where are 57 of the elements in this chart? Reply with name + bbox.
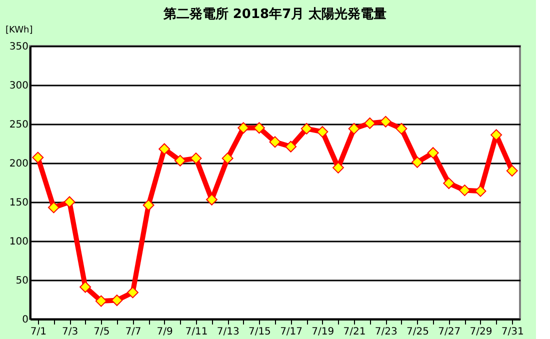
- x-tick-label: 7/1: [30, 326, 46, 338]
- point: [174, 154, 186, 166]
- point: [490, 129, 502, 141]
- point: [190, 152, 202, 164]
- point: [206, 194, 218, 206]
- point: [158, 143, 170, 155]
- point: [48, 202, 60, 214]
- point: [80, 281, 92, 293]
- y-tick-label: 300: [9, 80, 28, 92]
- point: [269, 136, 281, 148]
- y-tick-label: 50: [16, 276, 28, 286]
- point: [300, 122, 312, 134]
- point: [348, 122, 360, 134]
- point: [142, 199, 154, 211]
- chart-title: 第二発電所 2018年7月 太陽光発電量: [162, 6, 387, 22]
- x-tick-label: 7/3: [62, 326, 78, 338]
- point: [316, 126, 328, 138]
- point: [127, 286, 138, 298]
- x-tick-label: 7/13: [216, 326, 240, 338]
- x-tick-label: 7/9: [156, 326, 173, 338]
- x-tick-label: 7/29: [470, 326, 492, 338]
- y-tick-label: 150: [9, 198, 28, 208]
- point: [111, 294, 123, 306]
- x-tick-label: 7/7: [125, 326, 142, 338]
- point: [427, 147, 439, 159]
- point: [238, 122, 250, 134]
- point: [222, 152, 234, 164]
- point: [253, 122, 265, 134]
- x-tick-label: 7/17: [280, 326, 303, 338]
- y-tick-label: 0: [22, 314, 28, 326]
- point: [458, 184, 470, 196]
- x-tick-label: 7/19: [312, 326, 334, 338]
- point: [443, 178, 455, 190]
- x-tick-label: 7/15: [248, 326, 271, 338]
- x-tick-label: 7/27: [438, 326, 461, 338]
- point: [474, 185, 486, 197]
- y-tick-label: 100: [9, 236, 28, 248]
- point: [364, 117, 376, 129]
- point: [412, 156, 423, 168]
- point: [64, 196, 76, 208]
- x-tick-label: 7/25: [406, 326, 429, 338]
- point: [332, 162, 344, 174]
- x-tick-label: 7/5: [94, 326, 110, 338]
- point: [32, 152, 44, 164]
- point: [285, 140, 297, 152]
- point: [380, 116, 392, 128]
- point: [506, 165, 518, 177]
- x-tick-label: 7/23: [374, 326, 398, 338]
- y-axis-title: [KWh]: [6, 26, 33, 36]
- point: [95, 295, 107, 307]
- x-tick-label: 7/31: [501, 326, 524, 338]
- y-tick-label: 250: [9, 120, 28, 130]
- x-tick-label: 7/21: [343, 326, 366, 338]
- y-tick-label: 350: [9, 42, 28, 52]
- point: [396, 122, 408, 134]
- y-tick-label: 200: [9, 158, 28, 170]
- x-tick-label: 7/11: [185, 326, 208, 338]
